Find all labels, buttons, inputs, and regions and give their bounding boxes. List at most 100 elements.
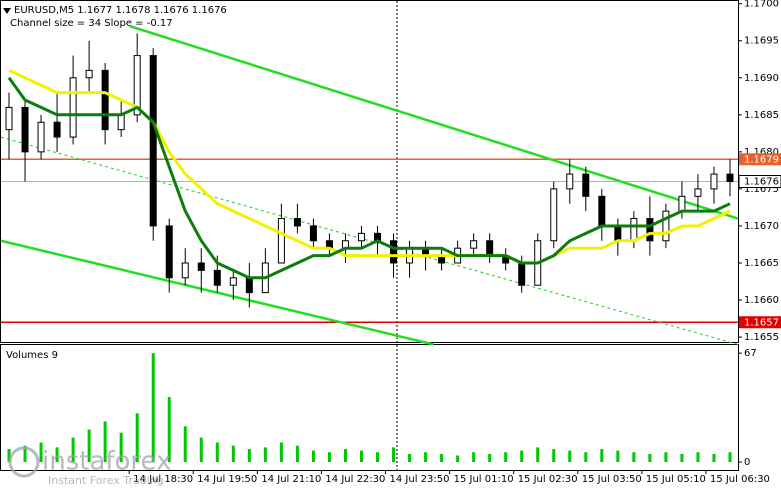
- volume-bar: [488, 453, 492, 462]
- x-tick-label: 15 Jul 01:10: [454, 474, 514, 485]
- current-price-bg: [738, 175, 781, 189]
- x-tick-label: 15 Jul 06:30: [710, 474, 770, 485]
- candle-body: [181, 262, 189, 279]
- volume-bar: [343, 449, 347, 462]
- volume-bar: [359, 450, 363, 462]
- candle-body: [614, 225, 622, 242]
- volume-bar: [472, 452, 476, 462]
- volume-bar: [103, 421, 107, 462]
- candle-body: [293, 218, 301, 227]
- level-label-bg: [739, 316, 781, 329]
- candle-body: [133, 55, 141, 116]
- volume-bar: [440, 453, 444, 462]
- y-tick-label: 1.1690: [744, 73, 779, 84]
- level-label: 1.1679: [744, 154, 779, 165]
- candle-body: [309, 225, 317, 242]
- candle-body: [213, 269, 221, 286]
- volume-bar: [712, 453, 716, 462]
- volume-bar: [728, 452, 732, 462]
- candle-body: [566, 173, 574, 190]
- candle-body: [662, 210, 670, 242]
- volume-bar: [616, 450, 620, 462]
- y-tick-label: 1.1695: [744, 36, 779, 47]
- chart-subtitle: Channel size = 34 Slope = -0.17: [10, 18, 173, 29]
- volume-bar: [327, 452, 331, 462]
- volume-bar: [183, 426, 187, 462]
- volume-bar: [247, 449, 251, 462]
- volume-bar: [279, 442, 283, 462]
- volume-bar: [295, 445, 299, 462]
- candle-body: [726, 173, 734, 183]
- candle-body: [229, 277, 237, 286]
- candle-body: [69, 77, 77, 138]
- candle-body: [165, 225, 173, 279]
- volume-bar: [23, 445, 27, 462]
- volume-bar: [664, 452, 668, 462]
- volume-bar: [696, 452, 700, 462]
- candle-body: [550, 188, 558, 242]
- volume-bar: [87, 429, 91, 462]
- candle-body: [710, 173, 718, 190]
- candle-body: [37, 121, 45, 153]
- candle-body: [53, 121, 61, 138]
- volume-bar: [7, 449, 11, 462]
- level-label: 1.1657: [744, 317, 779, 328]
- candle-body: [518, 262, 526, 286]
- volume-bar: [55, 447, 59, 462]
- volume-bar: [408, 453, 412, 462]
- volume-bar: [456, 455, 460, 462]
- volume-bar: [680, 453, 684, 462]
- x-tick-label: 15 Jul 02:30: [518, 474, 578, 485]
- moving-average: [8, 69, 731, 265]
- moving-average: [7, 76, 731, 280]
- candle-body: [630, 218, 638, 242]
- candle-body: [117, 114, 125, 131]
- volume-title: Volumes 9: [6, 350, 58, 361]
- level-label-bg: [739, 153, 781, 166]
- y-tick-label: 1.1685: [744, 110, 779, 121]
- watermark-tagline: Instant Forex Trading: [48, 474, 164, 487]
- candle-body: [85, 69, 93, 79]
- volume-bar: [424, 452, 428, 462]
- trend-line: [128, 24, 739, 220]
- x-tick-label: 15 Jul 03:50: [582, 474, 642, 485]
- volume-bar: [376, 452, 380, 462]
- candle-body: [149, 55, 157, 227]
- volume-bar: [119, 432, 123, 462]
- watermark: instaforex Instant Forex Trading: [8, 446, 171, 487]
- volume-bar: [311, 450, 315, 462]
- volume-bar: [536, 447, 540, 462]
- watermark-logo: [8, 446, 40, 478]
- x-tick-label: 14 Jul 18:30: [133, 474, 193, 485]
- volume-bar: [151, 353, 155, 462]
- volume-bar: [600, 449, 604, 462]
- volume-bar: [215, 442, 219, 462]
- candle-body: [678, 195, 686, 212]
- y-tick-label: 1.1680: [744, 147, 779, 158]
- candle-body: [101, 69, 109, 131]
- volume-bar: [520, 450, 524, 462]
- chart-title: EURUSD,M5 1.1677 1.1678 1.1676 1.1676: [14, 5, 227, 16]
- x-tick-label: 14 Jul 21:10: [261, 474, 321, 485]
- price-panel: [0, 0, 739, 343]
- volume-bar: [167, 397, 171, 462]
- y-tick-label: 1.1665: [744, 258, 779, 269]
- volume-bar: [632, 452, 636, 462]
- y-tick-label: 1.1655: [744, 332, 779, 343]
- candle-body: [197, 262, 205, 271]
- volume-bar: [584, 452, 588, 462]
- candle-body: [582, 173, 590, 197]
- volume-tick-label: 0: [744, 457, 750, 468]
- candle-body: [470, 240, 478, 249]
- y-tick-label: 1.1670: [744, 221, 779, 232]
- volume-bar: [199, 437, 203, 462]
- candle-body: [694, 188, 702, 197]
- y-tick-label: 1.1700: [744, 0, 779, 10]
- candle-body: [598, 195, 606, 227]
- volume-bar: [504, 452, 508, 462]
- volume-bar: [568, 450, 572, 462]
- x-tick-label: 14 Jul 22:30: [325, 474, 385, 485]
- candle-body: [277, 218, 285, 264]
